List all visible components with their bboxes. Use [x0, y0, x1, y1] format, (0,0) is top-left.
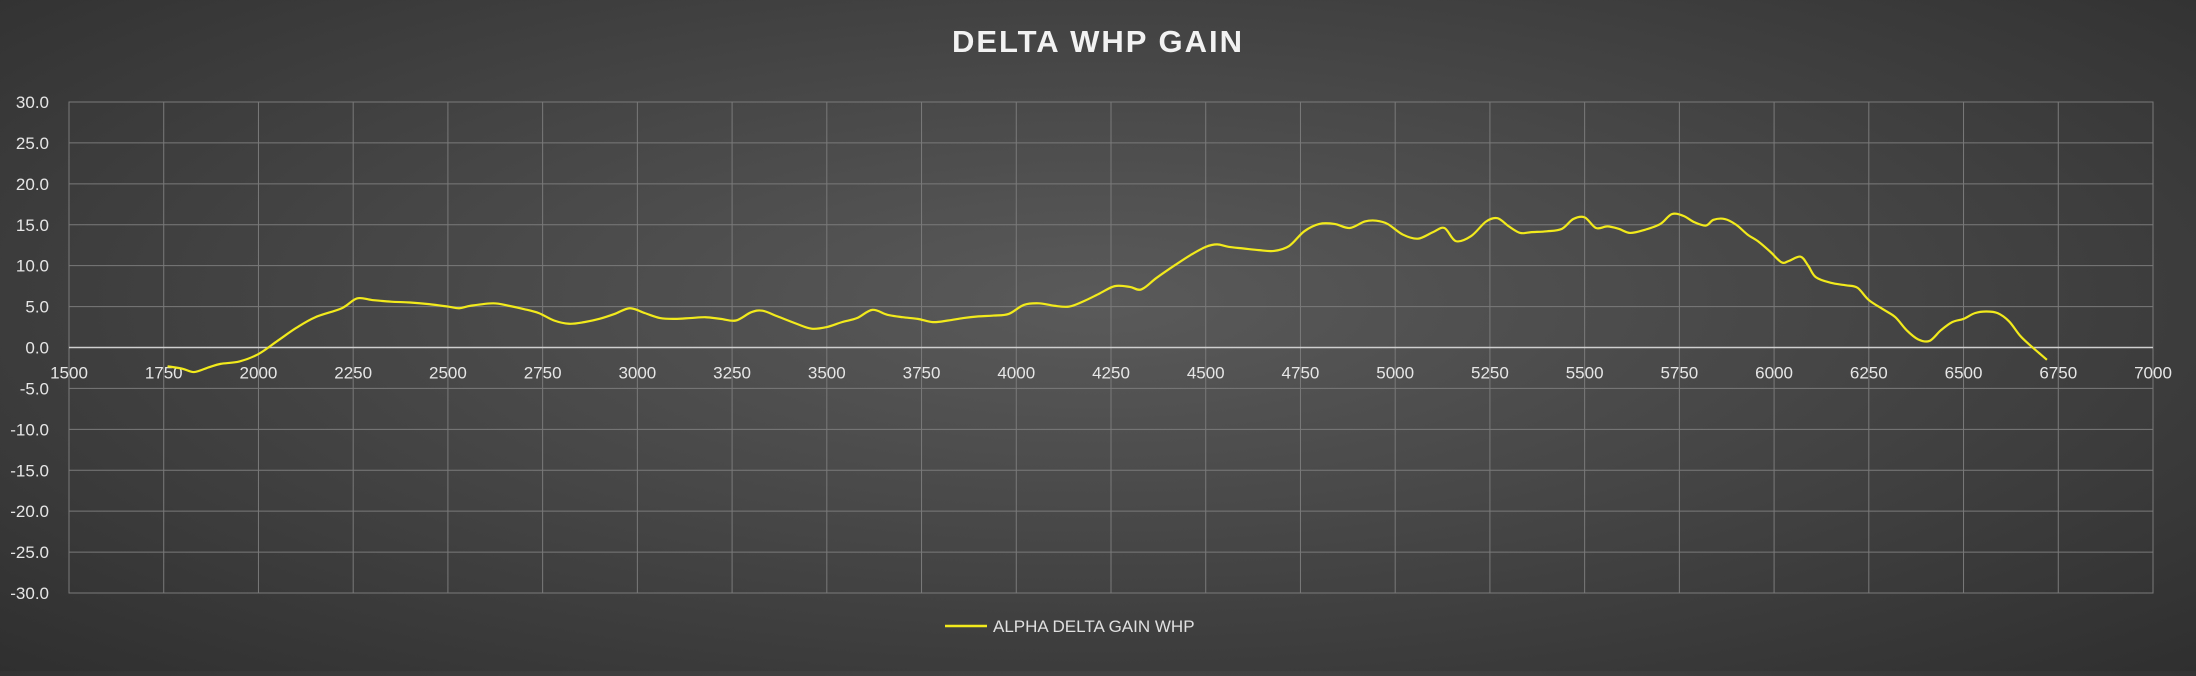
x-tick-label: 1750 — [145, 364, 183, 383]
x-tick-label: 4000 — [997, 364, 1035, 383]
x-tick-label: 5500 — [1566, 364, 1604, 383]
y-tick-label: 20.0 — [16, 175, 49, 194]
x-axis-tick-labels: 1500 1750 2000 2250 2500 2750 3000 3250 3500 3750… — [50, 364, 2172, 383]
x-tick-label: 6000 — [1755, 364, 1793, 383]
x-tick-label: 6500 — [1945, 364, 1983, 383]
y-tick-label: -5.0 — [20, 379, 49, 398]
y-tick-label: 15.0 — [16, 216, 49, 235]
y-tick-label: 30.0 — [16, 93, 49, 112]
x-tick-label: 2000 — [240, 364, 278, 383]
y-axis-tick-labels: 30.0 25.0 20.0 15.0 10.0 5.0 0.0 -5.0 -10.0 -15.0… — [10, 93, 49, 603]
x-tick-label: 2250 — [334, 364, 372, 383]
x-tick-label: 5750 — [1660, 364, 1698, 383]
x-tick-label: 2500 — [429, 364, 467, 383]
x-tick-label: 6250 — [1850, 364, 1888, 383]
series-line-alpha-delta-gain-whp — [167, 212, 2048, 374]
legend: ALPHA DELTA GAIN WHP — [945, 617, 1195, 636]
y-tick-label: -30.0 — [10, 584, 49, 603]
legend-label: ALPHA DELTA GAIN WHP — [993, 617, 1195, 636]
y-tick-label: 0.0 — [25, 339, 49, 358]
y-tick-label: -10.0 — [10, 420, 49, 439]
x-tick-label: 1500 — [50, 364, 88, 383]
x-tick-label: 6750 — [2039, 364, 2077, 383]
x-tick-label: 4250 — [1092, 364, 1130, 383]
x-tick-label: 7000 — [2134, 364, 2172, 383]
y-tick-label: 5.0 — [25, 298, 49, 317]
chart-title: DELTA WHP GAIN — [952, 24, 1244, 59]
y-tick-label: -15.0 — [10, 461, 49, 480]
x-tick-label: 3000 — [618, 364, 656, 383]
x-tick-label: 5000 — [1376, 364, 1414, 383]
y-tick-label: 10.0 — [16, 257, 49, 276]
x-tick-label: 4500 — [1187, 364, 1225, 383]
x-tick-label: 5250 — [1471, 364, 1509, 383]
x-tick-label: 2750 — [524, 364, 562, 383]
x-tick-label: 3750 — [903, 364, 941, 383]
plot-series — [167, 212, 2048, 374]
x-tick-label: 4750 — [1282, 364, 1320, 383]
y-tick-label: -25.0 — [10, 543, 49, 562]
x-tick-label: 3250 — [713, 364, 751, 383]
y-tick-label: -20.0 — [10, 502, 49, 521]
y-tick-label: 25.0 — [16, 134, 49, 153]
x-tick-label: 3500 — [808, 364, 846, 383]
